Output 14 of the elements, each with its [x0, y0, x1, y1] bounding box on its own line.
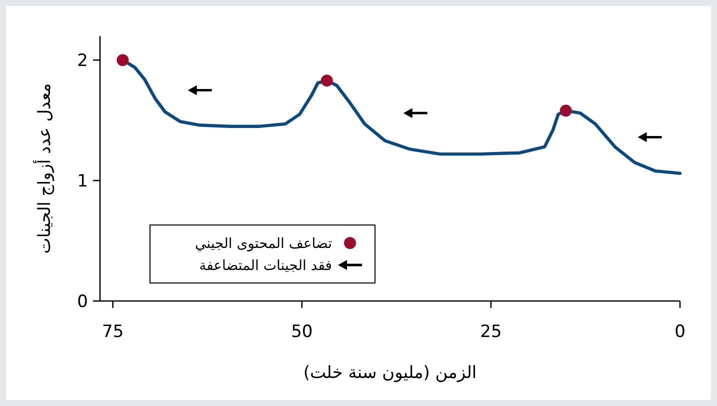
- x-axis-title: الزمن (مليون سنة خلت): [303, 363, 477, 383]
- x-tick-label: 75: [102, 322, 124, 342]
- legend-label: تضاعف المحتوى الجيني: [194, 236, 332, 252]
- point: [320, 74, 333, 87]
- y-tick-label: 0: [77, 292, 88, 312]
- legend-label: فقد الجينات المتضاعفة: [199, 258, 332, 274]
- y-tick-label: 1: [77, 172, 88, 192]
- y-axis-title: معدل عدد أزواج الجينات: [33, 83, 55, 254]
- x-tick-label: 25: [480, 322, 502, 342]
- x-tick-label: 0: [674, 322, 686, 342]
- point: [116, 54, 129, 66]
- y-tick-label: 2: [77, 51, 88, 72]
- x-tick-label: 50: [291, 322, 313, 342]
- point: [560, 104, 572, 117]
